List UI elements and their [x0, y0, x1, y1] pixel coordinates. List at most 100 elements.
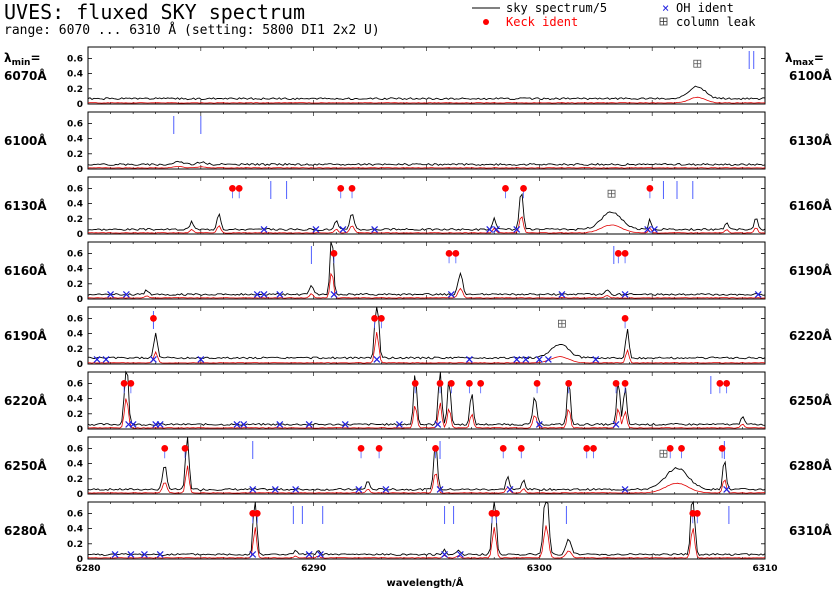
y-tick-label: 0.2	[67, 215, 83, 225]
panel-8: 0 0.2 0.4 0.6 6280Å 6310Å 6280 6290 6300 6310	[4, 500, 832, 574]
oh-marker	[111, 551, 119, 558]
y-tick-label: 0	[77, 165, 83, 175]
x-tick-label: 6280	[75, 564, 100, 574]
legend-leak-label: column leak	[676, 15, 756, 29]
lambda-max-heading: λmax=	[785, 51, 824, 68]
oh-marker	[197, 356, 205, 363]
keck-marker	[348, 185, 356, 192]
oh-marker	[233, 421, 241, 428]
oh-marker	[140, 551, 148, 558]
oh-marker	[465, 356, 473, 363]
keck-marker	[337, 185, 345, 192]
oh-marker	[592, 356, 600, 363]
panel-right-label: 6310Å	[789, 523, 832, 538]
panel-right-label: 6130Å	[789, 133, 832, 148]
lambda-min-symbol: λ	[4, 51, 12, 65]
oh-marker	[441, 551, 448, 558]
keck-marker	[612, 380, 620, 387]
oh-marker	[535, 356, 543, 363]
oh-marker	[129, 421, 137, 428]
oh-marker	[373, 356, 381, 363]
svg-text:λmin=: λmin=	[4, 51, 41, 68]
y-tick-label: 0.2	[67, 540, 83, 550]
keck-marker	[621, 315, 629, 322]
y-tick-label: 0.6	[67, 184, 83, 194]
oh-marker	[305, 551, 313, 558]
spectrum-red	[87, 165, 766, 169]
spectrum-black	[87, 370, 766, 427]
keck-marker	[614, 250, 622, 257]
oh-marker	[292, 486, 300, 493]
oh-marker	[447, 291, 455, 298]
y-tick-label: 0.2	[67, 280, 83, 290]
legend-keck-label: Keck ident	[506, 15, 578, 29]
keck-marker	[150, 315, 157, 322]
keck-marker	[520, 185, 527, 192]
oh-marker	[612, 421, 620, 428]
lambda-min-heading: λmin=	[4, 51, 41, 68]
oh-marker	[156, 421, 164, 428]
y-tick-label: 0.2	[67, 150, 83, 160]
y-tick-label: 0.6	[67, 444, 83, 454]
spectrum-black	[87, 500, 766, 556]
legend-oh-marker: ×	[662, 1, 669, 15]
oh-marker	[127, 551, 135, 558]
leak-marker	[607, 189, 616, 198]
x-tick-label: 6290	[301, 564, 326, 574]
panel-1: 0 0.2 0.4 0.6 6070Å 6100Å	[4, 46, 832, 110]
y-tick-label: 0.6	[67, 509, 83, 519]
keck-marker	[693, 510, 701, 517]
oh-marker	[513, 356, 521, 363]
oh-marker	[93, 356, 101, 363]
oh-marker	[260, 226, 268, 233]
oh-marker	[317, 551, 324, 558]
y-tick-label: 0.4	[67, 330, 83, 340]
oh-marker	[312, 226, 320, 233]
panel-frame	[87, 306, 766, 365]
oh-marker	[544, 356, 552, 363]
keck-marker	[127, 380, 135, 387]
oh-marker	[434, 421, 442, 428]
panel-frame	[87, 241, 766, 300]
lambda-max-sub: max	[793, 58, 814, 68]
oh-marker	[341, 421, 349, 428]
legend-keck-marker	[483, 19, 489, 25]
keck-marker	[377, 315, 385, 322]
spectrum-black	[87, 85, 766, 101]
keck-marker	[330, 250, 338, 257]
oh-marker	[107, 291, 114, 298]
oh-marker	[754, 291, 762, 298]
oh-marker	[276, 421, 284, 428]
keck-marker	[517, 445, 525, 452]
keck-marker	[447, 380, 455, 387]
keck-marker	[723, 380, 731, 387]
leak-marker	[693, 59, 702, 68]
panel-6: 0 0.2 0.4 0.6 6220Å 6250Å	[4, 370, 832, 435]
panel-frame	[87, 501, 766, 560]
lambda-max-symbol: λ	[785, 51, 793, 65]
oh-marker	[558, 291, 566, 298]
spectrum-red	[88, 331, 766, 364]
y-tick-label: 0.4	[67, 460, 83, 470]
keck-marker	[502, 185, 509, 192]
panel-3: 0 0.2 0.4 0.6 6130Å 6160Å	[4, 176, 832, 240]
panel-frame	[87, 111, 766, 170]
keck-marker	[477, 380, 485, 387]
legend: sky spectrum/5 Keck ident × OH ident col…	[472, 1, 756, 29]
panel-right-label: 6100Å	[789, 68, 832, 83]
panel-left-label: 6280Å	[4, 523, 47, 538]
keck-marker	[678, 445, 685, 452]
keck-marker	[120, 380, 128, 387]
legend-sky-label: sky spectrum/5	[506, 1, 607, 15]
y-tick-label: 0	[77, 555, 83, 565]
spectrum-red	[87, 525, 766, 559]
y-tick-label: 0.2	[67, 85, 83, 95]
keck-marker	[235, 185, 243, 192]
keck-marker	[161, 445, 169, 452]
oh-marker	[150, 356, 157, 363]
spectrum-black	[87, 192, 766, 231]
keck-marker	[253, 510, 261, 517]
y-tick-label: 0.6	[67, 314, 83, 324]
oh-marker	[723, 486, 731, 493]
panel-frame	[87, 46, 766, 105]
